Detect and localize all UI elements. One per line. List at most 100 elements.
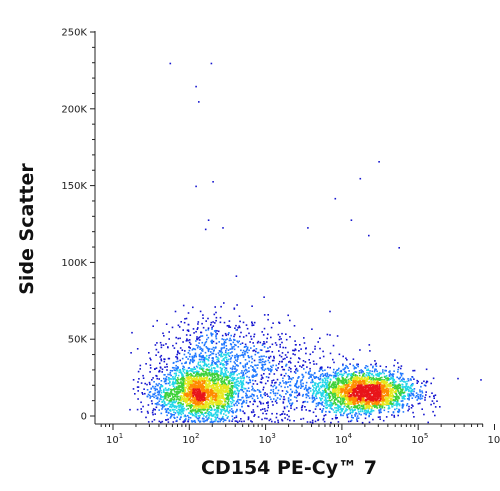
event-dot bbox=[199, 364, 201, 367]
event-dot bbox=[176, 353, 178, 356]
event-dot bbox=[217, 404, 220, 407]
event-dot bbox=[319, 398, 322, 400]
event-dot bbox=[181, 362, 183, 365]
event-dot bbox=[189, 362, 191, 365]
event-dot bbox=[271, 359, 274, 362]
event-dot bbox=[347, 395, 349, 398]
event-dot bbox=[242, 382, 244, 385]
event-dot bbox=[416, 379, 418, 382]
event-dot bbox=[271, 366, 273, 369]
event-dot bbox=[198, 410, 201, 413]
event-dot bbox=[330, 405, 332, 408]
event-dot bbox=[209, 389, 212, 391]
event-dot bbox=[160, 380, 163, 382]
event-dot bbox=[341, 382, 344, 385]
event-dot bbox=[159, 341, 162, 344]
event-dot bbox=[184, 394, 186, 396]
event-dot bbox=[379, 377, 382, 379]
event-dot bbox=[194, 354, 197, 356]
event-dot bbox=[148, 352, 150, 354]
event-dot bbox=[302, 393, 304, 396]
event-dot bbox=[171, 326, 174, 329]
event-dot bbox=[192, 371, 194, 373]
event-dot bbox=[338, 385, 340, 387]
event-dot bbox=[373, 383, 376, 385]
event-dot bbox=[341, 374, 344, 377]
event-dot bbox=[266, 393, 268, 395]
event-dot bbox=[218, 390, 220, 393]
event-dot bbox=[263, 361, 266, 363]
event-dot bbox=[241, 342, 244, 344]
event-dot bbox=[217, 358, 220, 360]
event-dot bbox=[175, 364, 177, 367]
event-dot bbox=[194, 371, 196, 373]
event-dot bbox=[372, 409, 375, 412]
event-dot bbox=[353, 372, 355, 374]
event-dot bbox=[232, 412, 234, 414]
event-dot bbox=[309, 387, 312, 390]
event-dot bbox=[261, 331, 263, 333]
event-dot bbox=[182, 378, 184, 380]
event-dot bbox=[381, 402, 384, 404]
event-dot bbox=[366, 401, 368, 403]
event-dot bbox=[430, 382, 432, 385]
event-dot bbox=[170, 405, 172, 408]
event-dot bbox=[244, 372, 247, 375]
event-dot bbox=[196, 412, 199, 414]
event-dot bbox=[279, 394, 281, 396]
event-dot bbox=[194, 398, 197, 400]
event-dot bbox=[154, 368, 156, 370]
event-dot bbox=[220, 348, 223, 351]
event-dot bbox=[295, 389, 298, 392]
event-dot bbox=[278, 363, 280, 365]
event-dot bbox=[350, 401, 352, 404]
event-dot bbox=[379, 409, 382, 411]
event-dot bbox=[257, 340, 260, 343]
event-dot bbox=[345, 364, 347, 367]
event-dot bbox=[220, 372, 222, 375]
event-dot bbox=[227, 415, 229, 418]
event-dot bbox=[261, 368, 264, 371]
event-dot bbox=[158, 370, 160, 373]
event-dot bbox=[235, 402, 237, 405]
event-dot bbox=[272, 404, 274, 406]
event-dot bbox=[243, 370, 246, 372]
event-dot bbox=[184, 420, 187, 422]
event-dot bbox=[322, 417, 325, 420]
event-dot bbox=[249, 379, 252, 382]
event-dot bbox=[345, 403, 348, 405]
event-dot bbox=[197, 415, 200, 417]
event-dot bbox=[233, 339, 236, 341]
event-dot bbox=[165, 404, 167, 406]
event-dot bbox=[205, 385, 208, 387]
event-dot bbox=[349, 401, 351, 404]
event-dot bbox=[134, 393, 136, 395]
event-dot bbox=[216, 408, 219, 410]
event-dot bbox=[218, 374, 220, 376]
event-dot bbox=[327, 397, 329, 399]
event-dot bbox=[391, 395, 394, 398]
event-dot bbox=[214, 402, 217, 404]
event-dot bbox=[169, 369, 172, 372]
event-dot bbox=[332, 388, 334, 391]
event-dot bbox=[152, 325, 154, 327]
event-dot bbox=[179, 397, 182, 399]
event-dot bbox=[191, 356, 193, 358]
event-dot bbox=[191, 380, 193, 382]
event-dot bbox=[381, 405, 384, 407]
event-dot bbox=[165, 343, 167, 345]
event-dot bbox=[179, 401, 181, 404]
event-dot bbox=[248, 367, 250, 369]
event-dot bbox=[336, 382, 339, 385]
event-dot bbox=[285, 390, 288, 392]
event-dot bbox=[306, 366, 308, 368]
event-dot bbox=[348, 399, 351, 402]
event-dot bbox=[234, 327, 236, 329]
event-dot bbox=[337, 380, 340, 382]
event-dot bbox=[352, 373, 354, 375]
event-dot bbox=[382, 403, 385, 405]
event-dot bbox=[334, 386, 336, 388]
event-dot bbox=[287, 397, 290, 399]
event-dot bbox=[408, 393, 411, 395]
event-dot bbox=[367, 374, 370, 376]
